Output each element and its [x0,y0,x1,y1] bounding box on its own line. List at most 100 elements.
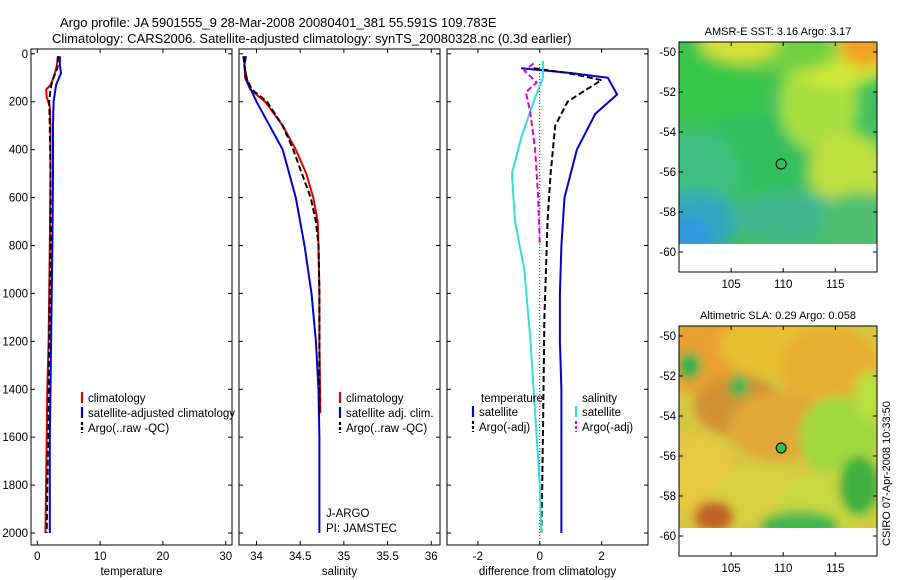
sal-series-black-line [242,56,321,414]
map-field-patch [759,511,839,528]
float-position-marker [775,158,787,170]
sal-legend-item: climatology [346,393,404,405]
map-field-patch [694,501,734,528]
xtick-label: 34.5 [289,551,311,563]
difference-profile-panel: -2 0 2 difference from climatology temperatu… [446,48,649,578]
map-field-patch [699,42,779,62]
diff-legend-item: satellite [582,407,621,419]
map-ytick-label: -58 [659,491,676,503]
map-ytick-label: -58 [659,207,676,219]
map-field-patch [839,42,877,67]
ytick-label: 2000 [2,528,28,540]
xtick-label: 35.5 [376,551,398,563]
map-ytick-label: -56 [659,451,676,463]
map-ytick-label: -52 [659,371,676,383]
map-xtick-label: 110 [774,563,792,575]
temp-legend-item: Argo(..raw -QC) [88,423,169,435]
sst-map-panel: AMSR-E SST: 3.16 Argo: 3.17 -50 -52 -54 -56 -… [659,26,878,291]
xtick-label: 36 [425,551,438,563]
ytick-label: 800 [9,240,28,252]
map-ytick-label: -54 [659,411,676,423]
xtick-label: 30 [219,551,232,563]
temperature-profile-panel: 0 200 400 600 800 1000 1200 1400 1600 1800 2000 0 10… [2,48,235,578]
map-field [679,42,877,244]
sal-axes-frame [238,48,441,546]
map-xtick-label: 105 [722,563,741,575]
sla-map-panel: Altimetric SLA: 0.29 Argo: 0.058 -50 -52 -5… [659,310,878,575]
map-field-patch [819,192,877,244]
map-ytick-label: -54 [659,127,676,139]
sal-series-blue-line [243,56,321,533]
map-field [679,326,877,528]
map-ytick-label: -60 [659,247,676,259]
map-field-patch [679,217,714,244]
diff-xlabel: difference from climatology [479,566,616,578]
ytick-label: 400 [9,145,28,157]
diff-axes-frame [446,48,649,546]
temp-axes-frame [30,48,233,546]
pi-annotation: PI: JAMSTEC [326,523,397,535]
xtick-label: 35 [337,551,350,563]
xtick-label: 34 [250,551,263,563]
temp-legend-item: climatology [88,393,146,405]
map-field-patch [729,192,849,242]
ytick-label: 1200 [2,336,28,348]
diff-legend-header-salinity: salinity [582,393,617,405]
ytick-label: 600 [9,193,28,205]
temp-legend-item: satellite-adjusted climatology [88,408,235,420]
map-xtick-label: 115 [826,279,844,291]
map-field-patch [809,132,877,212]
map-field-patch [839,456,877,516]
xtick-label: 20 [157,551,170,563]
map-title: AMSR-E SST: 3.16 Argo: 3.17 [705,26,852,38]
temp-xlabel: temperature [100,566,162,578]
map-field-patch [679,132,739,212]
map-ytick-label: -50 [659,331,676,343]
sal-legend-item: satellite adj. clim. [346,408,434,420]
map-field-patch [729,374,749,398]
map-ytick-label: -60 [659,531,676,543]
xtick-label: 0 [537,551,543,563]
map-ytick-label: -56 [659,167,676,179]
map-xtick-label: 110 [774,279,792,291]
map-field-patch [799,396,877,476]
float-position-marker [775,442,787,454]
sal-legend-item: Argo(..raw -QC) [346,423,427,435]
map-xtick-label: 115 [826,563,844,575]
map-title: Altimetric SLA: 0.29 Argo: 0.058 [700,310,856,322]
diff-series-magenta-line [523,62,541,246]
temp-series-blue-line [48,56,63,533]
ytick-label: 1400 [2,384,28,396]
diff-series-black-line [533,67,603,534]
map-xtick-label: 105 [722,279,741,291]
side-label: CSIRO 07-Apr-2008 10:33:50 [881,401,893,546]
sal-series-red-line [243,56,322,414]
diff-legend-item: Argo(-adj) [582,422,633,434]
xtick-label: 0 [34,551,40,563]
diff-legend-header-temperature: temperature [481,393,543,405]
xtick-label: -2 [473,551,483,563]
ytick-label: 1000 [2,288,28,300]
diff-series-blue-line [521,67,619,533]
salinity-profile-panel: 34 34.5 35 35.5 36 salinity climatology satelli… [238,48,441,578]
platform-annotation: J-ARGO [326,508,370,520]
map-field-patch [779,326,877,406]
sal-xlabel: salinity [322,566,357,578]
map-field-patch [679,352,701,380]
diff-legend-item: Argo(-adj) [479,422,530,434]
map-frame [678,41,878,273]
ytick-label: 200 [9,97,28,109]
map-ytick-label: -52 [659,87,676,99]
map-ytick-label: -50 [659,47,676,59]
figure-title-line1: Argo profile: JA 5901555_9 28-Mar-2008 2… [60,15,497,30]
xtick-label: 2 [598,551,604,563]
ytick-label: 1600 [2,432,28,444]
map-frame [678,325,878,557]
xtick-label: 10 [94,551,107,563]
map-field-patch [854,371,877,421]
figure-title-line2: Climatology: CARS2006. Satellite-adjuste… [52,31,572,46]
ytick-label: 1800 [2,480,28,492]
diff-series-cyan-line [510,61,544,534]
diff-legend-item: satellite [479,407,518,419]
